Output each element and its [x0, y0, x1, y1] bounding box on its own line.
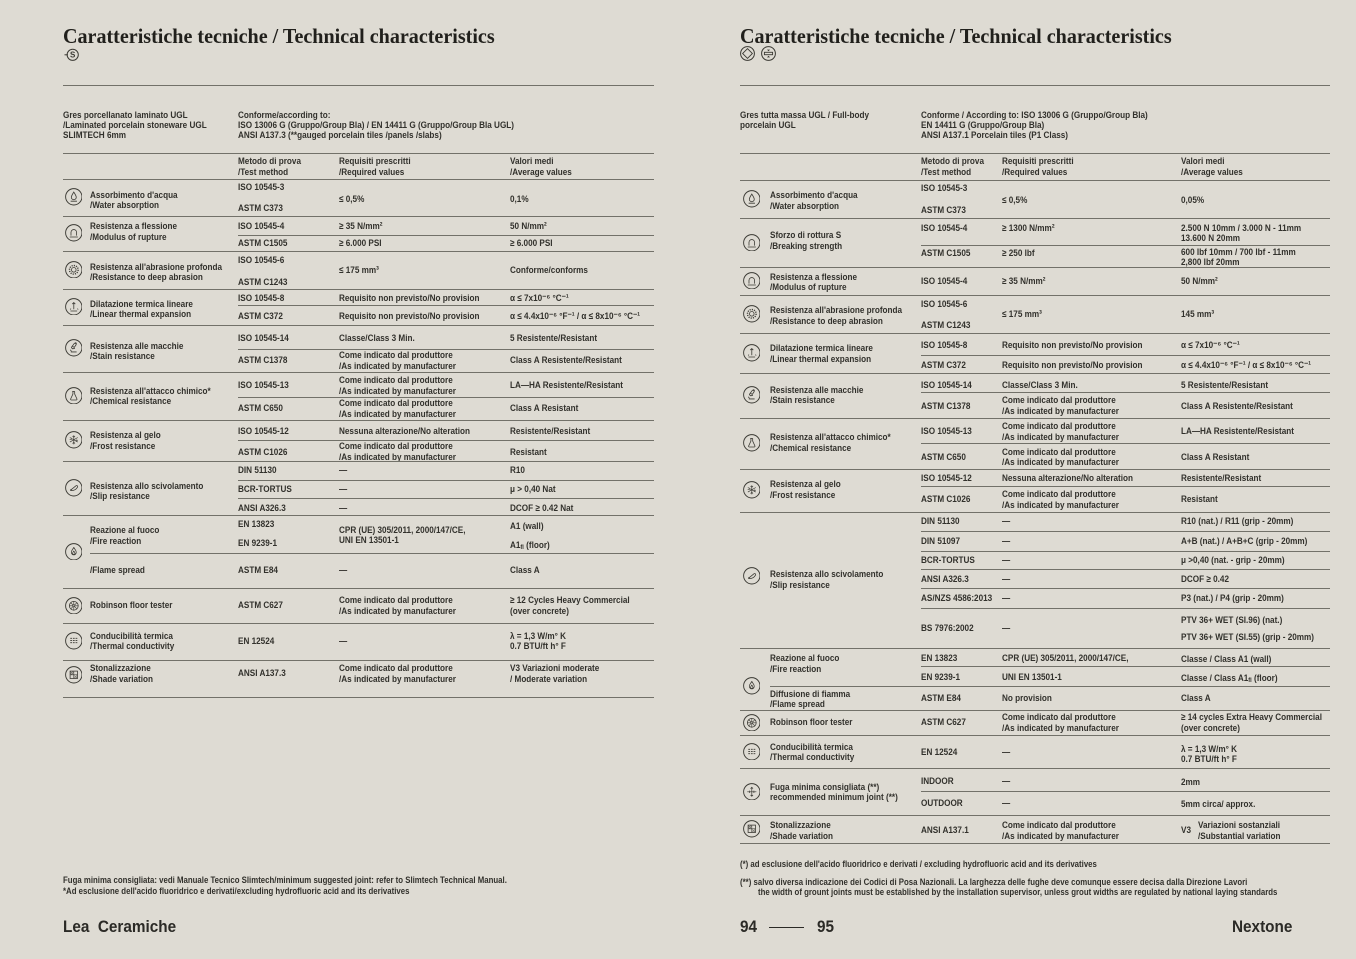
svg-text:S: S	[70, 50, 76, 59]
